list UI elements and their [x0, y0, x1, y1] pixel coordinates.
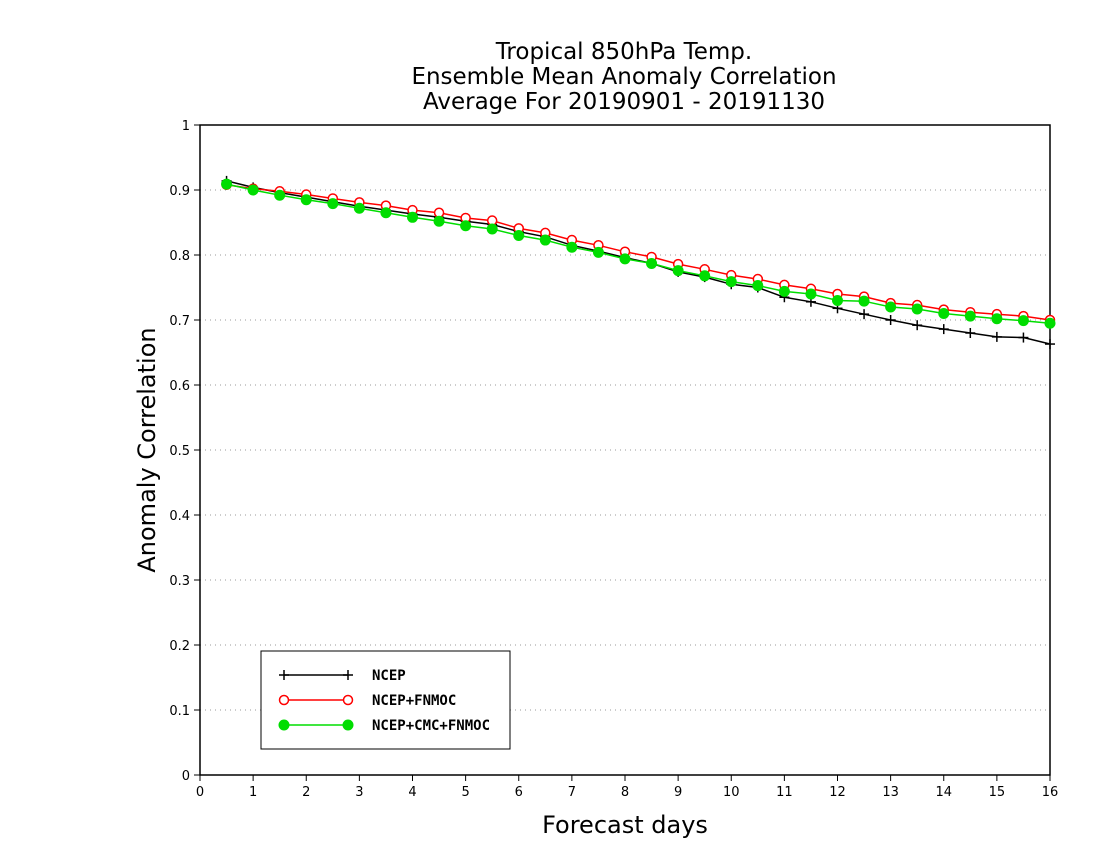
title-line-1: Tropical 850hPa Temp. [495, 39, 752, 65]
data-point-ncep-cmc-fnmoc [699, 270, 711, 282]
x-tick-label: 2 [302, 785, 310, 800]
title-line-2: Ensemble Mean Anomaly Correlation [411, 64, 836, 90]
x-tick-label: 14 [935, 785, 952, 800]
data-point-ncep-cmc-fnmoc [327, 198, 339, 210]
x-tick-label: 6 [515, 785, 523, 800]
data-point-ncep-cmc-fnmoc [247, 184, 259, 196]
data-point-ncep-cmc-fnmoc [778, 285, 790, 297]
data-point-ncep [938, 324, 949, 335]
data-point-ncep-cmc-fnmoc [1044, 317, 1056, 329]
data-point-ncep-cmc-fnmoc [805, 288, 817, 300]
x-tick-label: 4 [408, 785, 416, 800]
data-point-ncep-cmc-fnmoc [752, 280, 764, 292]
data-point-ncep-cmc-fnmoc [407, 211, 418, 223]
grid-lines [200, 189, 1050, 711]
x-tick-label: 13 [882, 785, 899, 800]
data-point-ncep [965, 328, 976, 338]
legend-marker [278, 694, 290, 706]
title-line-3: Average For 20190901 - 20191130 [423, 89, 825, 115]
legend-marker [342, 694, 354, 706]
data-point-ncep-cmc-fnmoc [1017, 315, 1029, 327]
data-point-ncep-cmc-fnmoc [885, 301, 897, 313]
y-tick-label: 0.7 [169, 314, 190, 329]
data-point-ncep [912, 320, 923, 331]
data-point-ncep-cmc-fnmoc [592, 246, 604, 258]
x-tick-label: 10 [723, 785, 740, 800]
y-tick-label: 0.6 [169, 379, 190, 394]
data-point-ncep-cmc-fnmoc [380, 207, 392, 219]
data-point-ncep-cmc-fnmoc [858, 295, 870, 307]
legend-entry-ncep-cmc-fnmoc: NCEP+CMC+FNMOC [278, 718, 490, 734]
data-point-ncep-cmc-fnmoc [460, 220, 472, 232]
x-tick-label: 7 [568, 785, 576, 800]
data-point-ncep [859, 309, 870, 320]
data-point-ncep-cmc-fnmoc [221, 178, 233, 190]
data-point-ncep-cmc-fnmoc [672, 265, 684, 277]
y-tick-label: 0.5 [169, 444, 190, 459]
y-axis-label: Anomaly Correlation [133, 327, 161, 572]
x-tick-label: 11 [776, 785, 793, 800]
data-point-ncep-cmc-fnmoc [964, 310, 976, 322]
legend-marker [343, 670, 353, 680]
data-point-ncep-cmc-fnmoc [353, 202, 365, 214]
x-tick-label: 12 [829, 785, 846, 800]
y-tick-label: 0 [182, 769, 190, 784]
x-tick-label: 3 [355, 785, 363, 800]
data-point-ncep-cmc-fnmoc [646, 257, 658, 269]
y-tick-label: 0.1 [169, 704, 190, 719]
data-point-ncep [1045, 339, 1055, 350]
y-tick-label: 1 [182, 119, 190, 134]
y-tick-label: 0.3 [169, 574, 190, 589]
series-layer [221, 175, 1056, 350]
x-tick-label: 16 [1042, 785, 1059, 800]
x-tick-label: 15 [989, 785, 1006, 800]
data-point-ncep-cmc-fnmoc [486, 223, 498, 235]
series-ncep [221, 175, 1055, 350]
data-point-ncep-cmc-fnmoc [725, 276, 737, 288]
data-point-ncep-cmc-fnmoc [433, 215, 445, 227]
data-point-ncep-cmc-fnmoc [911, 303, 923, 315]
x-tick-label: 1 [249, 785, 257, 800]
data-point-ncep-cmc-fnmoc [832, 295, 843, 306]
x-tick-label: 8 [621, 785, 629, 800]
data-point-ncep [885, 315, 896, 325]
y-tick-label: 0.4 [169, 509, 190, 524]
data-point-ncep-cmc-fnmoc [300, 194, 312, 206]
legend-entry-ncep: NCEP [279, 668, 406, 684]
legend-entry-ncep-fnmoc: NCEP+FNMOC [278, 693, 456, 709]
data-point-ncep-cmc-fnmoc [274, 189, 286, 201]
legend-marker [279, 670, 289, 680]
legend: NCEP NCEP+FNMOC NCEP+CMC+FNMOC [260, 650, 511, 750]
data-point-ncep-cmc-fnmoc [566, 241, 578, 253]
x-axis-label: Forecast days [542, 811, 708, 839]
data-point-ncep [991, 331, 1002, 342]
data-point-ncep [1018, 332, 1029, 343]
data-point-ncep-cmc-fnmoc [513, 230, 525, 241]
x-tick-label: 9 [674, 785, 682, 800]
legend-label: NCEP+CMC+FNMOC [372, 718, 490, 734]
y-tick-label: 0.9 [169, 184, 190, 199]
series-ncep-cmc-fnmoc [221, 178, 1056, 329]
series-ncep-fnmoc [221, 179, 1056, 326]
data-point-ncep-cmc-fnmoc [539, 234, 551, 246]
data-point-ncep-cmc-fnmoc [938, 308, 950, 319]
legend-label: NCEP+FNMOC [372, 693, 456, 709]
legend-marker [342, 719, 354, 731]
data-point-ncep-cmc-fnmoc [991, 313, 1003, 325]
y-tick-label: 0.2 [169, 639, 190, 654]
x-tick-label: 0 [196, 785, 204, 800]
chart-title: Tropical 850hPa Temp. Ensemble Mean Anom… [411, 39, 836, 115]
legend-label: NCEP [372, 668, 406, 684]
data-point-ncep-cmc-fnmoc [619, 253, 631, 265]
x-tick-label: 5 [461, 785, 469, 800]
y-tick-label: 0.8 [169, 249, 190, 264]
axis-ticks: 00.10.20.30.40.50.60.70.80.910 1 2 3 4 5 6 7 8 9 1… [169, 119, 1058, 800]
legend-marker [278, 719, 290, 731]
